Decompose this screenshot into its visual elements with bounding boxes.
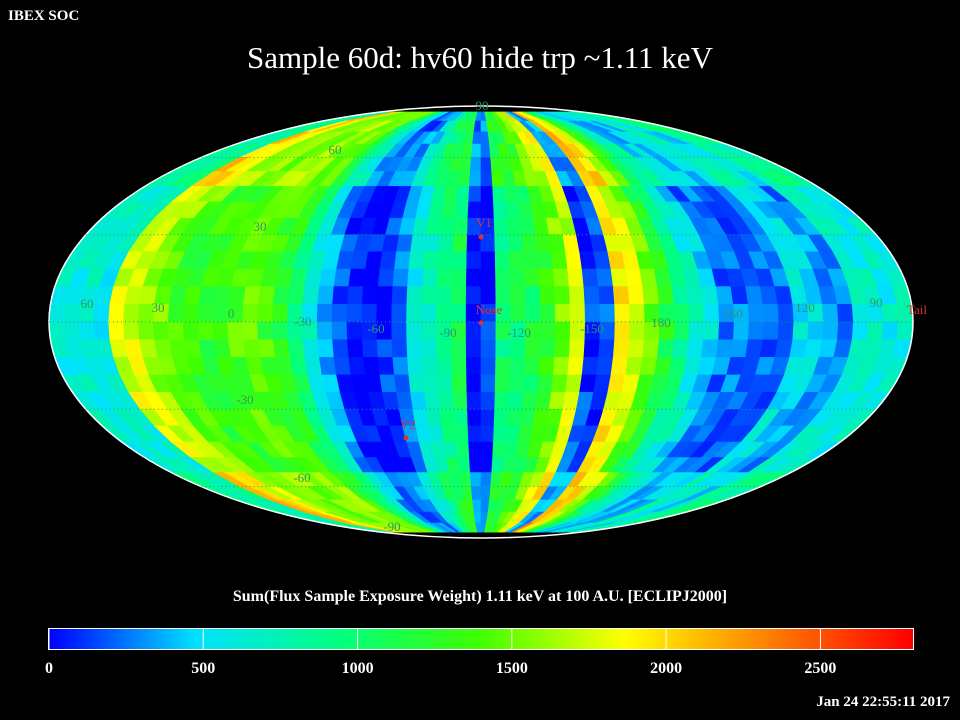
lon-label: 180 xyxy=(651,315,671,330)
marker-label: V1 xyxy=(476,215,492,230)
lon-label: 30 xyxy=(152,300,165,315)
lat-label: 90 xyxy=(476,98,489,113)
marker-label: Tail xyxy=(907,302,927,317)
markers: V1 Nose V2 Tail xyxy=(400,215,927,441)
marker-nose: Nose xyxy=(476,302,503,326)
lat-label: -60 xyxy=(293,470,310,485)
colorbar xyxy=(48,628,914,650)
marker-tail: Tail xyxy=(907,302,927,317)
lon-label: 60 xyxy=(81,296,94,311)
lon-label: -30 xyxy=(294,314,311,329)
colorbar-tick-label: 1500 xyxy=(495,660,528,677)
colorbar-tick-label: 0 xyxy=(45,660,53,677)
colorbar-tick-label: 500 xyxy=(191,660,216,677)
lon-label: -150 xyxy=(580,321,604,336)
lon-label: -120 xyxy=(507,325,531,340)
lon-label: -90 xyxy=(439,325,456,340)
marker-label: Nose xyxy=(476,302,503,317)
lat-label: -30 xyxy=(236,392,253,407)
lon-label: 120 xyxy=(795,300,815,315)
lat-label: -90 xyxy=(383,519,400,534)
longitude-labels: 60 30 0 -30 -60 -90 -120 -150 180 150 120 90 xyxy=(81,295,883,340)
flux-bands xyxy=(49,111,913,533)
colorbar-tick-label: 2500 xyxy=(804,660,837,677)
colorbar-tick-label: 1000 xyxy=(341,660,374,677)
lat-label: 60 xyxy=(329,142,342,157)
lat-label: 30 xyxy=(254,219,267,234)
lon-label: -60 xyxy=(367,321,384,336)
lon-label: 150 xyxy=(723,306,743,321)
lon-label: 0 xyxy=(228,306,235,321)
org-label: IBEX SOC xyxy=(8,8,80,24)
lon-label: 90 xyxy=(870,295,883,310)
colorbar-tick-label: 2000 xyxy=(650,660,683,677)
latitude-labels: 90 60 30 -30 -60 -90 xyxy=(236,98,488,534)
colorbar-title: Sum(Flux Sample Exposure Weight) 1.11 ke… xyxy=(232,588,728,605)
timestamp: Jan 24 22:55:11 2017 xyxy=(816,694,950,710)
marker-label: V2 xyxy=(400,417,416,432)
map-title: Sample 60d: hv60 hide trp ~1.11 keV xyxy=(247,40,713,75)
marker-v1: V1 xyxy=(476,215,492,240)
marker-v2: V2 xyxy=(400,417,416,441)
